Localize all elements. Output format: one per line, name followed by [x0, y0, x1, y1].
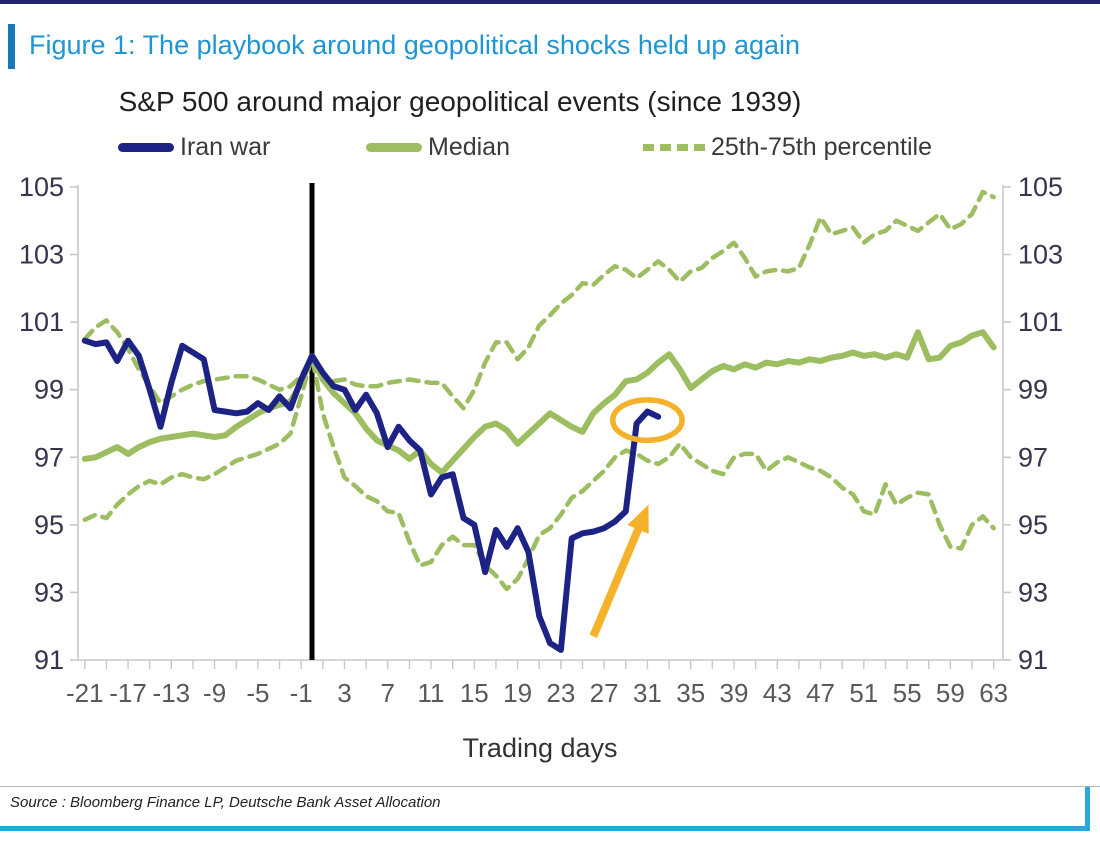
y-tick-label-right: 93 [1018, 577, 1048, 607]
x-tick-label: 43 [763, 678, 792, 708]
x-axis-title: Trading days [462, 733, 618, 763]
median-line-swatch-icon [366, 143, 422, 152]
y-tick-label-left: 93 [34, 577, 64, 607]
chart-title: S&P 500 around major geopolitical events… [118, 86, 802, 117]
x-tick-label: -17 [109, 678, 147, 708]
y-tick-label-left: 101 [19, 307, 64, 337]
figure-title: Figure 1: The playbook around geopolitic… [29, 30, 801, 60]
x-tick-label: 15 [460, 678, 489, 708]
annotation-arrow-head-icon [627, 504, 649, 534]
legend-item-median: Median [366, 133, 510, 162]
y-tick-label-left: 103 [19, 240, 64, 270]
legend-label-iran-war: Iran war [180, 133, 271, 161]
legend-label-percentile: 25th-75th percentile [711, 133, 932, 161]
y-tick-label-right: 103 [1018, 240, 1063, 270]
x-tick-label: 3 [337, 678, 351, 708]
x-tick-label: 23 [546, 678, 575, 708]
figure-header: Figure 1: The playbook around geopolitic… [8, 24, 800, 69]
legend-item-percentile: 25th-75th percentile [643, 133, 932, 162]
x-tick-label: -13 [153, 678, 191, 708]
right-accent-bar [1085, 787, 1090, 831]
footer-divider [0, 786, 1100, 787]
source-note: Source : Bloomberg Finance LP, Deutsche … [10, 794, 441, 811]
y-tick-label-left: 91 [34, 645, 64, 675]
y-tick-label-right: 97 [1018, 442, 1048, 472]
annotation-arrow-shaft [589, 519, 646, 638]
percentile-dashed-line-swatch-icon [643, 144, 705, 151]
y-tick-label-left: 97 [34, 442, 64, 472]
bottom-accent-rule [0, 826, 1090, 831]
x-tick-label: -1 [290, 678, 313, 708]
y-tick-label-right: 101 [1018, 307, 1063, 337]
legend-item-iran-war: Iran war [118, 133, 270, 162]
y-tick-label-left: 95 [34, 510, 64, 540]
y-tick-label-right: 91 [1018, 645, 1048, 675]
y-tick-label-left: 99 [34, 375, 64, 405]
x-tick-label: -9 [203, 678, 226, 708]
x-tick-label: 27 [590, 678, 619, 708]
x-tick-label: 51 [849, 678, 878, 708]
top-accent-rule [0, 0, 1100, 4]
x-tick-label: 39 [720, 678, 749, 708]
x-tick-label: 55 [893, 678, 922, 708]
legend-label-median: Median [428, 133, 510, 161]
y-tick-label-right: 99 [1018, 375, 1048, 405]
legend: Iran war Median 25th-75th percentile [0, 133, 1100, 165]
x-tick-label: 59 [936, 678, 965, 708]
x-tick-label: 35 [676, 678, 705, 708]
x-tick-label: 11 [418, 678, 445, 708]
annotation-highlight-ellipse [610, 397, 685, 444]
iran-war-line-swatch-icon [118, 143, 174, 152]
y-tick-label-right: 95 [1018, 510, 1048, 540]
series-75th-percentile-line [82, 189, 996, 411]
x-tick-label: 63 [979, 678, 1008, 708]
y-tick-label-right: 105 [1018, 172, 1063, 202]
y-tick-label-left: 105 [19, 172, 64, 202]
x-tick-label: -5 [246, 678, 269, 708]
series-iran-war-line [81, 337, 662, 653]
series-25th-percentile-line [82, 353, 996, 592]
series-median-line [81, 329, 997, 476]
x-tick-label: 19 [503, 678, 532, 708]
x-tick-label: 47 [806, 678, 835, 708]
x-tick-label: -21 [66, 678, 104, 708]
x-tick-label: 7 [381, 678, 395, 708]
x-tick-label: 31 [633, 678, 662, 708]
